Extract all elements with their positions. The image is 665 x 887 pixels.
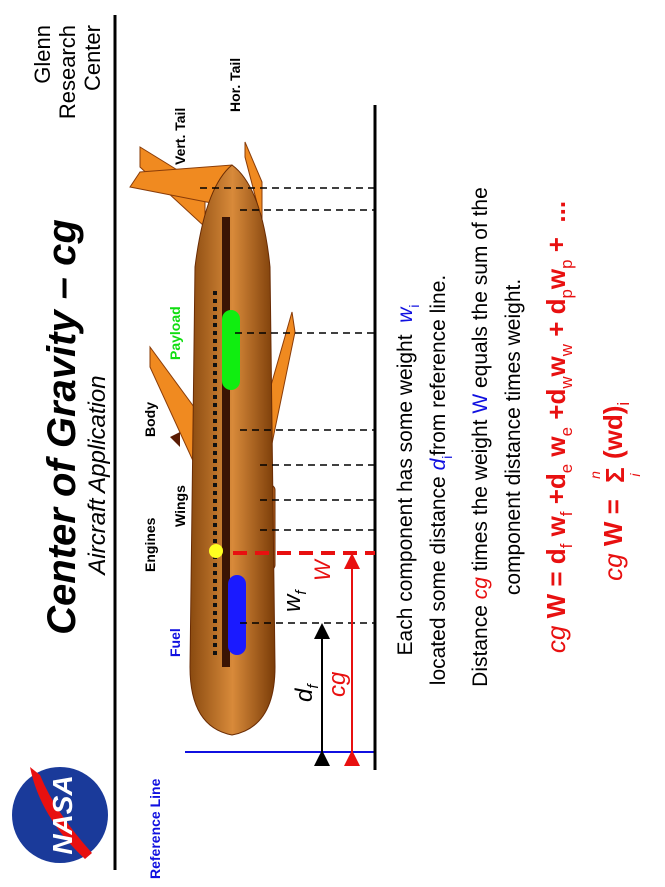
text-segment: Each component has some weight — [394, 323, 417, 656]
label: Wings — [172, 485, 188, 527]
paragraph-line: Each component has some weight wi — [394, 305, 422, 656]
text-segment: i — [440, 456, 455, 459]
formula: (wd)i — [598, 402, 633, 459]
reference-line-label: Reference Line — [147, 778, 163, 879]
label: Hor. Tail — [227, 58, 243, 112]
subtitle: Aircraft Application — [84, 375, 111, 576]
text-segment: f — [557, 511, 576, 516]
component-labels: Fuel Engines Wings Body Payload Vert. Ta… — [142, 58, 243, 657]
org: Glenn — [30, 25, 55, 84]
text-segment: e — [557, 464, 576, 473]
text-segment: w — [541, 515, 571, 543]
airplane — [129, 141, 296, 736]
paragraph-line: Distance cg times the weight W equals th… — [469, 187, 492, 687]
text-segment: i — [614, 402, 633, 406]
text-segment: times the weight — [469, 414, 492, 577]
text-segment: (wd) — [598, 406, 628, 459]
text-segment: from reference line. — [427, 275, 450, 456]
text-segment: p — [557, 259, 576, 268]
text-segment: cg — [541, 618, 571, 653]
nasa-logo: NASA — [12, 767, 108, 863]
text-segment: W — [469, 394, 492, 414]
label: Engines — [142, 517, 158, 572]
text-segment: + d — [541, 298, 571, 344]
paragraph-line: component distance times weight. — [502, 279, 525, 595]
text-segment: d — [427, 457, 450, 470]
text-segment: cg — [598, 546, 628, 581]
title: Center of Gravity – cg — [40, 219, 84, 635]
text-segment: cg — [469, 577, 492, 600]
org: Research — [55, 25, 80, 119]
text-segment: w — [541, 355, 571, 377]
text-segment: w — [557, 343, 576, 357]
label: Payload — [167, 306, 183, 360]
text-segment: w — [541, 268, 571, 290]
text-segment: + ... — [541, 201, 571, 260]
text-segment: located some distance — [427, 470, 450, 685]
text-segment: p — [557, 289, 576, 298]
label: Fuel — [167, 628, 183, 657]
text-segment: W = — [598, 492, 628, 546]
text-segment: +d — [541, 389, 571, 427]
text-segment: i — [407, 305, 422, 308]
text-segment: e — [557, 427, 576, 436]
text-segment: Distance — [469, 599, 492, 687]
text-segment: f — [557, 543, 576, 548]
cg-label: cg — [324, 671, 351, 697]
sigma-lower: i — [627, 473, 643, 477]
sigma-upper: n — [587, 471, 603, 479]
formula: cg W = df wf +de we +dwww + dpwp + ... — [541, 201, 576, 653]
org: Center — [80, 25, 105, 91]
w-label: W — [310, 558, 335, 581]
logo-text: NASA — [47, 775, 78, 854]
text-segment: W = d — [541, 548, 571, 618]
df-label: df — [291, 683, 322, 702]
wf-label: wf — [279, 589, 310, 612]
text-segment: +d — [541, 473, 571, 511]
text-segment: w — [394, 306, 417, 323]
label: Vert. Tail — [172, 108, 188, 165]
text-segment: w — [541, 436, 571, 464]
label: Body — [142, 402, 158, 437]
text-segment: w — [557, 376, 576, 390]
text-segment: equals the sum of the — [469, 187, 492, 394]
landscape: NASA Center of Gravity – cg Aircraft App… — [12, 15, 643, 879]
formula: cg W = — [598, 492, 628, 581]
text-segment: component distance times weight. — [502, 279, 525, 595]
sigma: Σ — [600, 467, 630, 483]
paragraph-line: located some distance difrom reference l… — [427, 275, 455, 685]
